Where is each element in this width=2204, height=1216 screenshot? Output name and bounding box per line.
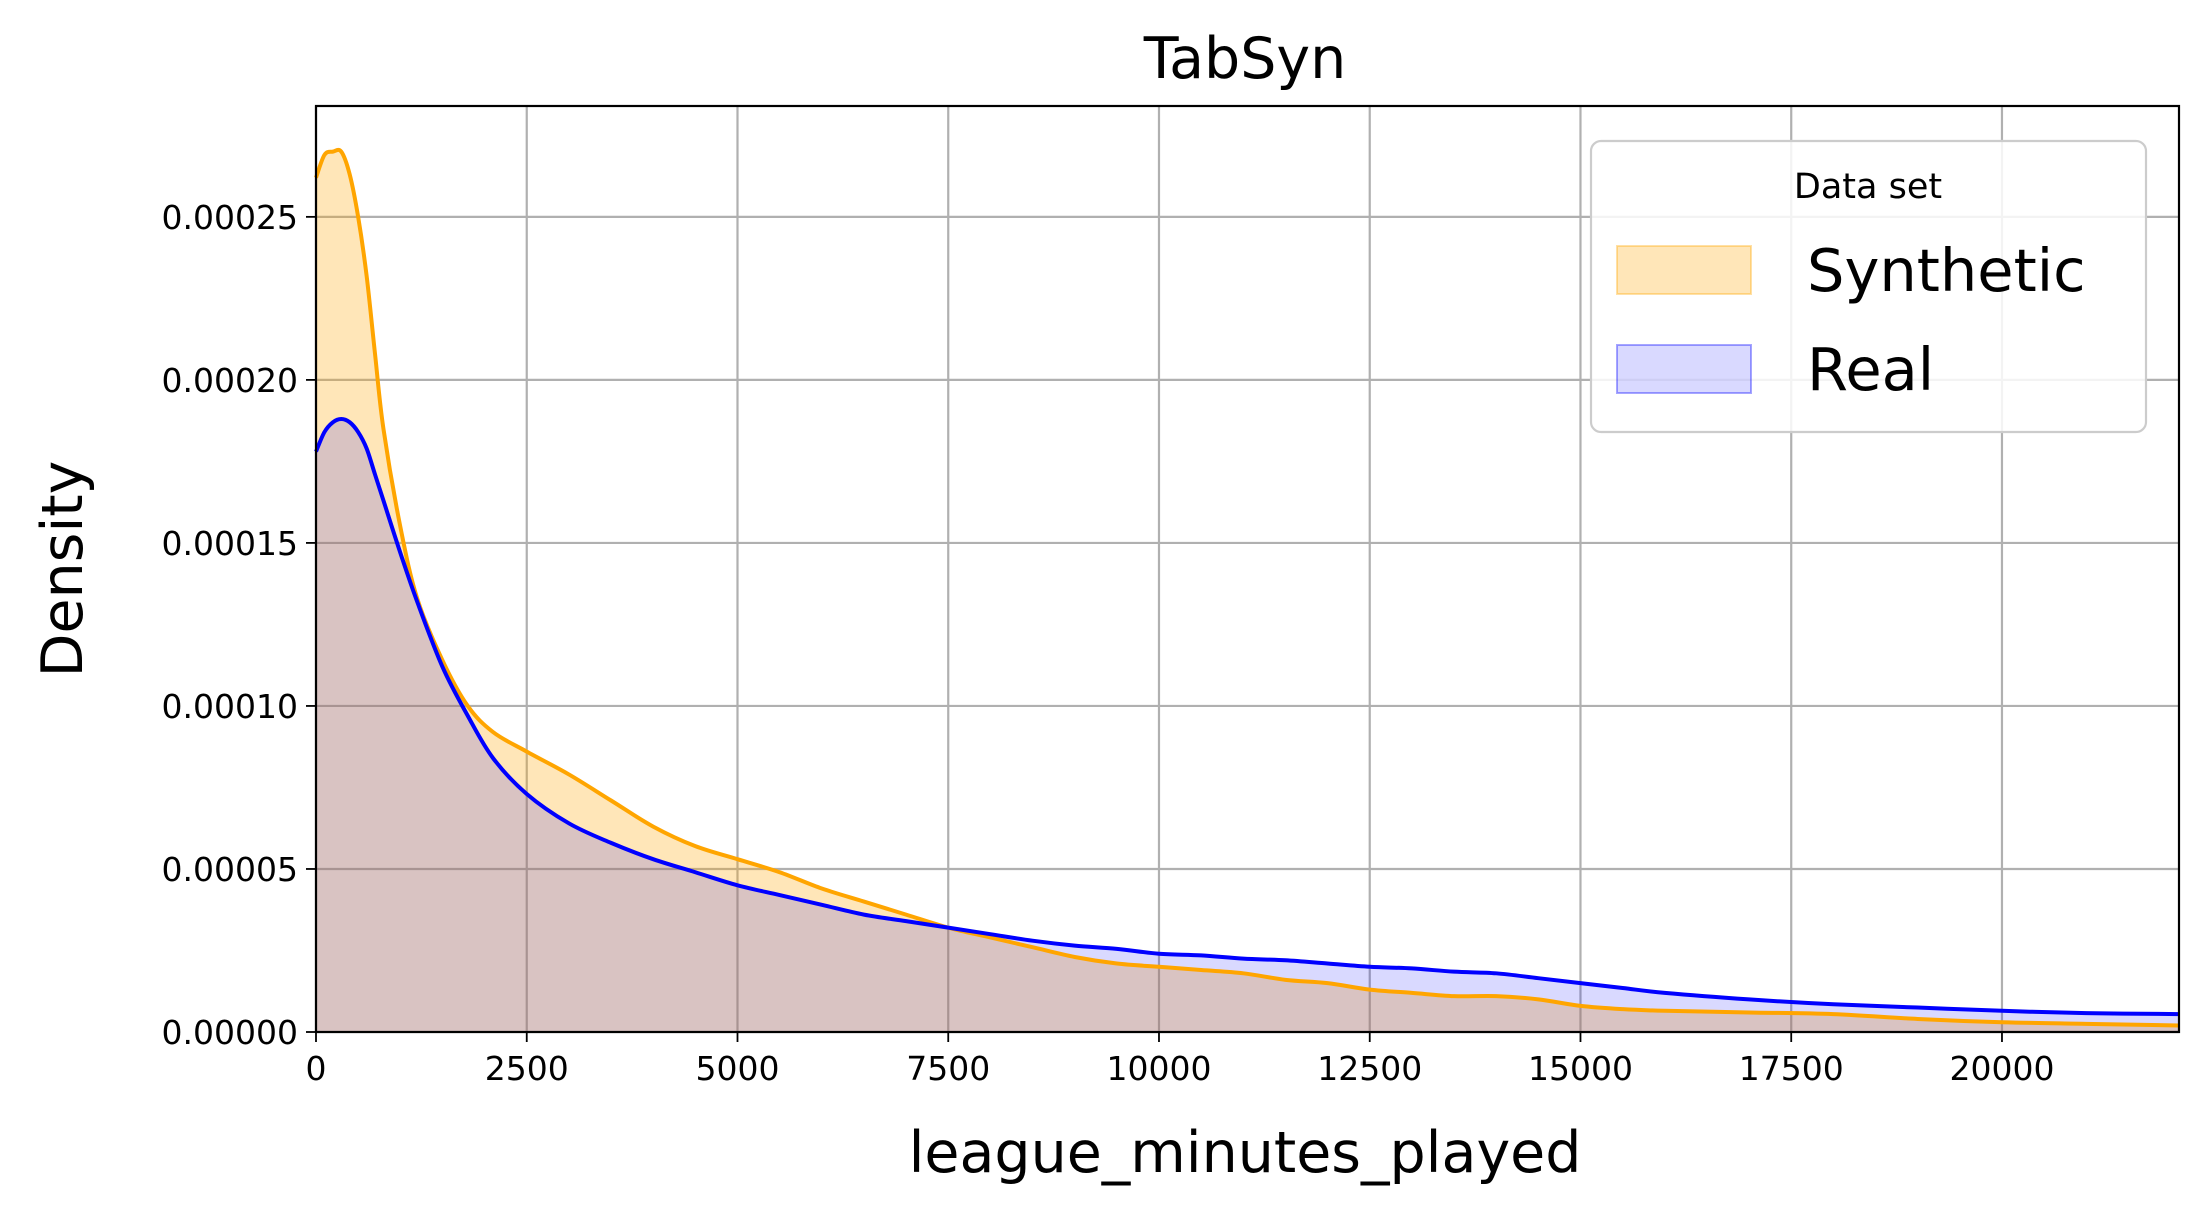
real-legend-swatch	[1616, 344, 1752, 394]
y-tick-label: 0.00005	[162, 850, 298, 889]
x-tick-label: 5000	[696, 1049, 780, 1088]
x-axis-title: league_minutes_played	[909, 1120, 1582, 1186]
synthetic-legend-swatch	[1616, 245, 1752, 295]
y-tick-label: 0.00020	[162, 361, 298, 400]
y-tick-label: 0.00025	[162, 198, 298, 237]
real-legend-label: Real	[1807, 335, 1934, 404]
legend-title: Data set	[1794, 167, 1942, 207]
synthetic-legend-label: Synthetic	[1807, 236, 2086, 305]
axis-ticks: 0 2500 5000 7500 10000 12500 15000 17500 20000 0.…	[162, 198, 2055, 1088]
y-tick-label: 0.00015	[162, 524, 298, 563]
x-tick-label: 2500	[485, 1049, 569, 1088]
x-tick-label: 10000	[1106, 1049, 1211, 1088]
x-tick-label: 7500	[906, 1049, 990, 1088]
y-tick-label: 0.00010	[162, 687, 298, 726]
chart-title: TabSyn	[1143, 26, 1347, 92]
x-tick-label: 15000	[1528, 1049, 1633, 1088]
legend-items: Synthetic Real	[1616, 236, 2086, 404]
plot-frame	[314, 104, 2181, 1034]
x-tick-label: 17500	[1739, 1049, 1844, 1088]
y-axis-title: Density	[30, 461, 96, 678]
x-tick-label: 20000	[1949, 1049, 2054, 1088]
legend: Data set Synthetic Real	[1589, 139, 2148, 434]
real-density-area	[316, 419, 2179, 1032]
synthetic-density-area	[316, 149, 2179, 1032]
legend-frame	[1589, 139, 2148, 434]
real-density-line	[314, 417, 2180, 1017]
x-tick-label: 12500	[1317, 1049, 1422, 1088]
y-tick-label: 0.00000	[162, 1013, 298, 1052]
x-tick-label: 0	[306, 1049, 327, 1088]
density-areas	[316, 149, 2179, 1032]
density-lines	[314, 147, 2180, 1028]
